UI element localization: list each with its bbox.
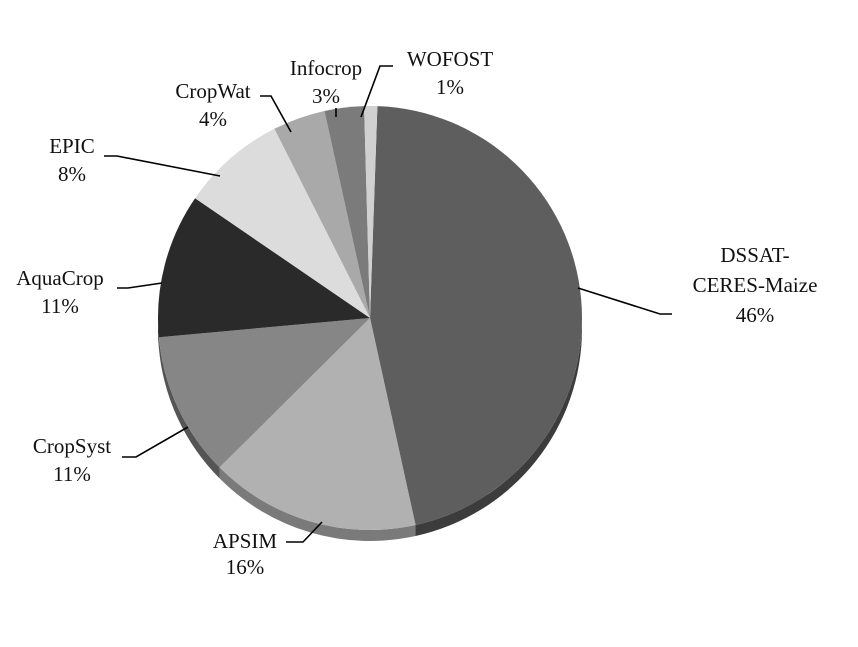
slice-percent-apsim: 16% bbox=[226, 555, 265, 579]
slice-percent-cropsyst: 11% bbox=[53, 462, 91, 486]
pie-slices bbox=[158, 105, 582, 530]
slice-label-cropwat: CropWat bbox=[175, 79, 250, 103]
slice-label-epic: EPIC bbox=[49, 134, 95, 158]
pie-side-aquacrop bbox=[158, 318, 159, 349]
leader-lines bbox=[104, 65, 672, 543]
pie-slice-dssat-ceres-maize bbox=[370, 106, 582, 526]
pie-slice-apsim bbox=[219, 318, 416, 530]
pie-slice-cropwat bbox=[274, 110, 370, 318]
slice-label-apsim: APSIM bbox=[213, 529, 278, 553]
slice-label-cropsyst: CropSyst bbox=[33, 434, 111, 458]
slice-label-aquacrop: AquaCrop bbox=[16, 266, 104, 290]
pie-slice-infocrop bbox=[324, 106, 370, 318]
slice-label-dssat-ceres-maize: DSSAT- bbox=[720, 243, 789, 267]
leader-line-epic bbox=[104, 155, 221, 177]
slice-percent-aquacrop: 11% bbox=[41, 294, 79, 318]
slice-percent-wofost: 1% bbox=[436, 75, 464, 99]
slice-label-infocrop: Infocrop bbox=[290, 56, 362, 80]
pie-side-cropsyst bbox=[158, 337, 220, 479]
slice-label-dssat-ceres-maize: CERES-Maize bbox=[693, 273, 818, 297]
leader-line-cropwat bbox=[260, 95, 292, 133]
pie-side-dssat-ceres-maize bbox=[415, 318, 582, 537]
slice-percent-cropwat: 4% bbox=[199, 107, 227, 131]
slice-percent-dssat-ceres-maize: 46% bbox=[736, 303, 775, 327]
pie-slice-cropsyst bbox=[158, 318, 370, 468]
slice-percent-epic: 8% bbox=[58, 162, 86, 186]
leader-line-cropsyst bbox=[122, 426, 189, 458]
leader-line-apsim bbox=[286, 521, 323, 543]
leader-line-aquacrop bbox=[117, 282, 163, 289]
leader-line-dssat-ceres-maize bbox=[577, 287, 672, 315]
leader-line-wofost bbox=[360, 65, 393, 118]
pie-slice-wofost bbox=[364, 105, 378, 318]
pie-slice-epic bbox=[195, 128, 370, 318]
slice-percent-infocrop: 3% bbox=[312, 84, 340, 108]
pie-slice-aquacrop bbox=[158, 198, 370, 338]
slice-label-wofost: WOFOST bbox=[407, 47, 494, 71]
